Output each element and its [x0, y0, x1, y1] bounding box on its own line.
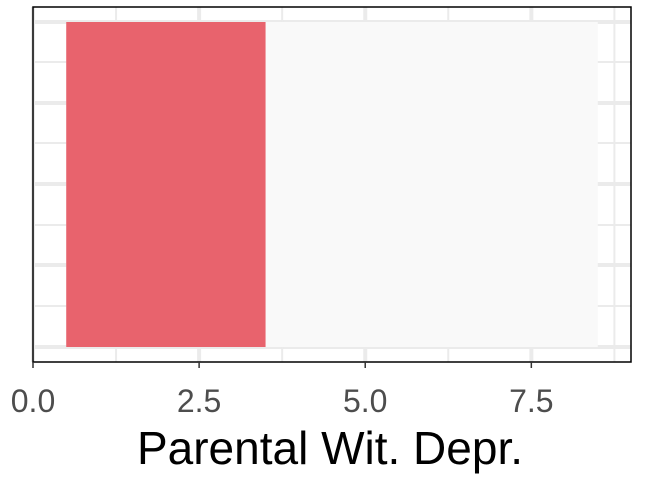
x-axis-ticks: 0.0 2.5 5.0 7.5	[11, 362, 554, 419]
x-axis-title: Parental Wit. Depr.	[137, 422, 523, 474]
x-tick-label: 2.5	[177, 383, 221, 419]
x-tick-label: 7.5	[509, 383, 553, 419]
x-tick-label: 5.0	[343, 383, 387, 419]
bar	[66, 22, 266, 347]
panel-border	[32, 6, 632, 363]
bars	[66, 22, 266, 347]
x-tick-label: 0.0	[11, 383, 55, 419]
